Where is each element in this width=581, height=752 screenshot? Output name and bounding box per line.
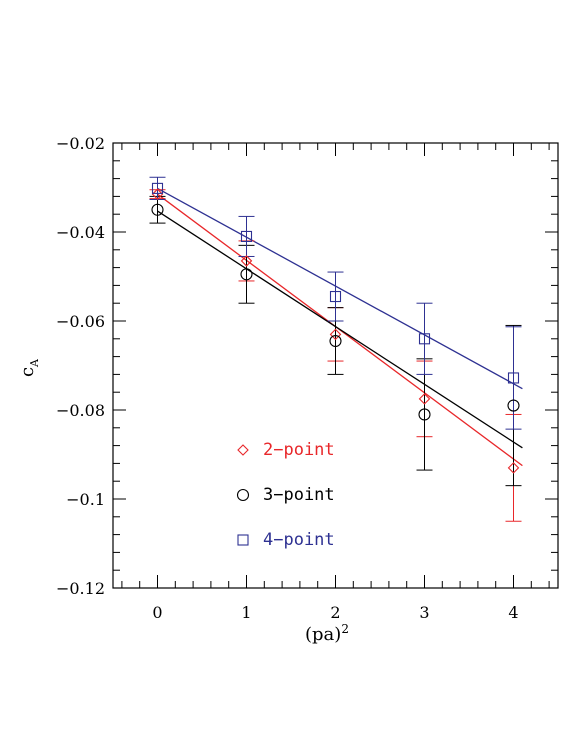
data-point-circle — [507, 399, 520, 412]
data-point-square — [240, 230, 253, 242]
data-point-square — [329, 290, 342, 303]
y-tick-label: −0.08 — [56, 401, 105, 420]
fit-line — [157, 210, 523, 449]
legend-marker-circle — [236, 488, 250, 502]
data-point-circle — [418, 408, 431, 421]
y-tick-label: −0.12 — [56, 579, 105, 598]
x-tick-label: 0 — [152, 603, 162, 622]
legend-label: 2−point — [263, 440, 335, 460]
x-tick-label: 3 — [419, 603, 429, 622]
markers — [151, 182, 520, 474]
y-tick-label: −0.06 — [56, 312, 105, 331]
x-axis-label-superscript: 2 — [341, 622, 349, 636]
fit-lines — [157, 187, 523, 467]
data-point-square — [418, 333, 431, 345]
y-axis-label: cA — [17, 358, 41, 377]
data-point-diamond — [418, 393, 431, 405]
y-axis-label-subscript: A — [28, 358, 41, 368]
y-tick-labels: −0.12 −0.1 −0.08 −0.06 −0.04 −0.02 — [56, 134, 105, 598]
y-axis-label-text: c — [17, 367, 38, 377]
data-point-diamond — [151, 188, 164, 200]
data-point-circle — [329, 334, 342, 348]
y-tick-label: −0.1 — [66, 490, 105, 509]
data-point-diamond — [329, 328, 342, 341]
error-bars — [149, 176, 522, 522]
x-tick-labels: 0 1 2 3 4 — [152, 603, 518, 622]
x-tick-label: 1 — [241, 603, 251, 622]
x-axis-label-text: (pa) — [305, 624, 341, 645]
y-tick-label: −0.04 — [56, 223, 105, 242]
fit-line — [157, 187, 523, 390]
y-tick-label: −0.02 — [56, 134, 105, 153]
major-ticks — [113, 142, 558, 589]
data-point-circle — [151, 203, 164, 216]
legend-label: 4−point — [263, 530, 335, 550]
legend-marker-diamond — [237, 444, 249, 456]
data-point-square — [507, 372, 520, 384]
data-point-square — [151, 182, 164, 194]
data-point-diamond — [507, 462, 520, 474]
x-tick-label: 2 — [330, 603, 340, 622]
x-tick-label: 4 — [508, 603, 518, 622]
data-point-diamond — [240, 255, 253, 267]
legend: 2−point 3−point 4−point — [236, 440, 335, 550]
legend-label: 3−point — [263, 485, 335, 505]
legend-marker-square — [237, 534, 249, 546]
x-axis-label: (pa)2 — [305, 622, 349, 645]
data-point-circle — [240, 268, 253, 281]
